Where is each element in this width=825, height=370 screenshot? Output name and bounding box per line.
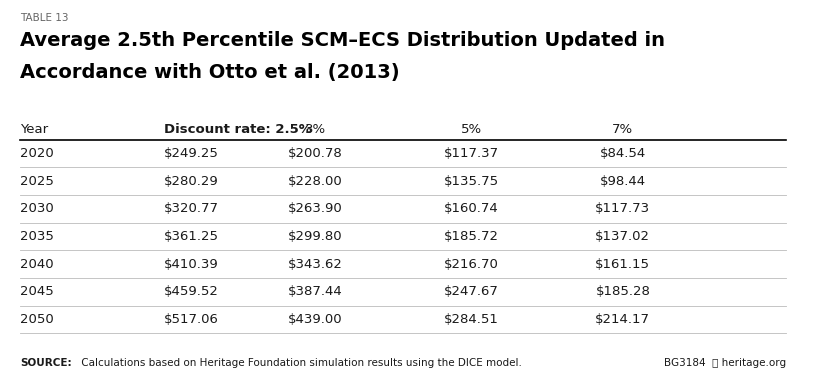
Text: $160.74: $160.74 — [444, 202, 498, 215]
Text: Calculations based on Heritage Foundation simulation results using the DICE mode: Calculations based on Heritage Foundatio… — [78, 359, 522, 369]
Text: 2025: 2025 — [20, 175, 54, 188]
Text: $410.39: $410.39 — [164, 258, 219, 270]
Text: Accordance with Otto et al. (2013): Accordance with Otto et al. (2013) — [20, 63, 400, 82]
Text: 3%: 3% — [305, 122, 326, 136]
Text: $98.44: $98.44 — [600, 175, 646, 188]
Text: $117.37: $117.37 — [444, 147, 498, 160]
Text: $439.00: $439.00 — [288, 313, 343, 326]
Text: $185.72: $185.72 — [444, 230, 498, 243]
Text: 2050: 2050 — [20, 313, 54, 326]
Text: Year: Year — [20, 122, 48, 136]
Text: $135.75: $135.75 — [444, 175, 498, 188]
Text: $320.77: $320.77 — [164, 202, 219, 215]
Text: 7%: 7% — [612, 122, 634, 136]
Text: $263.90: $263.90 — [288, 202, 343, 215]
Text: $137.02: $137.02 — [596, 230, 650, 243]
Text: 2020: 2020 — [20, 147, 54, 160]
Text: $280.29: $280.29 — [164, 175, 219, 188]
Text: $387.44: $387.44 — [288, 285, 343, 298]
Text: SOURCE:: SOURCE: — [20, 359, 72, 369]
Text: $117.73: $117.73 — [596, 202, 650, 215]
Text: $343.62: $343.62 — [288, 258, 343, 270]
Text: $161.15: $161.15 — [596, 258, 650, 270]
Text: $361.25: $361.25 — [164, 230, 219, 243]
Text: $249.25: $249.25 — [164, 147, 219, 160]
Text: $284.51: $284.51 — [444, 313, 498, 326]
Text: $517.06: $517.06 — [164, 313, 219, 326]
Text: $185.28: $185.28 — [596, 285, 650, 298]
Text: Average 2.5th Percentile SCM–ECS Distribution Updated in: Average 2.5th Percentile SCM–ECS Distrib… — [20, 31, 665, 50]
Text: $84.54: $84.54 — [600, 147, 646, 160]
Text: Discount rate: 2.5%: Discount rate: 2.5% — [164, 122, 312, 136]
Text: $299.80: $299.80 — [288, 230, 343, 243]
Text: 2040: 2040 — [20, 258, 54, 270]
Text: $228.00: $228.00 — [288, 175, 343, 188]
Text: 2035: 2035 — [20, 230, 54, 243]
Text: 2030: 2030 — [20, 202, 54, 215]
Text: $247.67: $247.67 — [444, 285, 498, 298]
Text: 2045: 2045 — [20, 285, 54, 298]
Text: BG3184  🔒 heritage.org: BG3184 🔒 heritage.org — [664, 359, 786, 369]
Text: 5%: 5% — [460, 122, 482, 136]
Text: $459.52: $459.52 — [164, 285, 219, 298]
Text: $216.70: $216.70 — [444, 258, 498, 270]
Text: $200.78: $200.78 — [288, 147, 343, 160]
Text: TABLE 13: TABLE 13 — [20, 13, 68, 23]
Text: $214.17: $214.17 — [596, 313, 650, 326]
